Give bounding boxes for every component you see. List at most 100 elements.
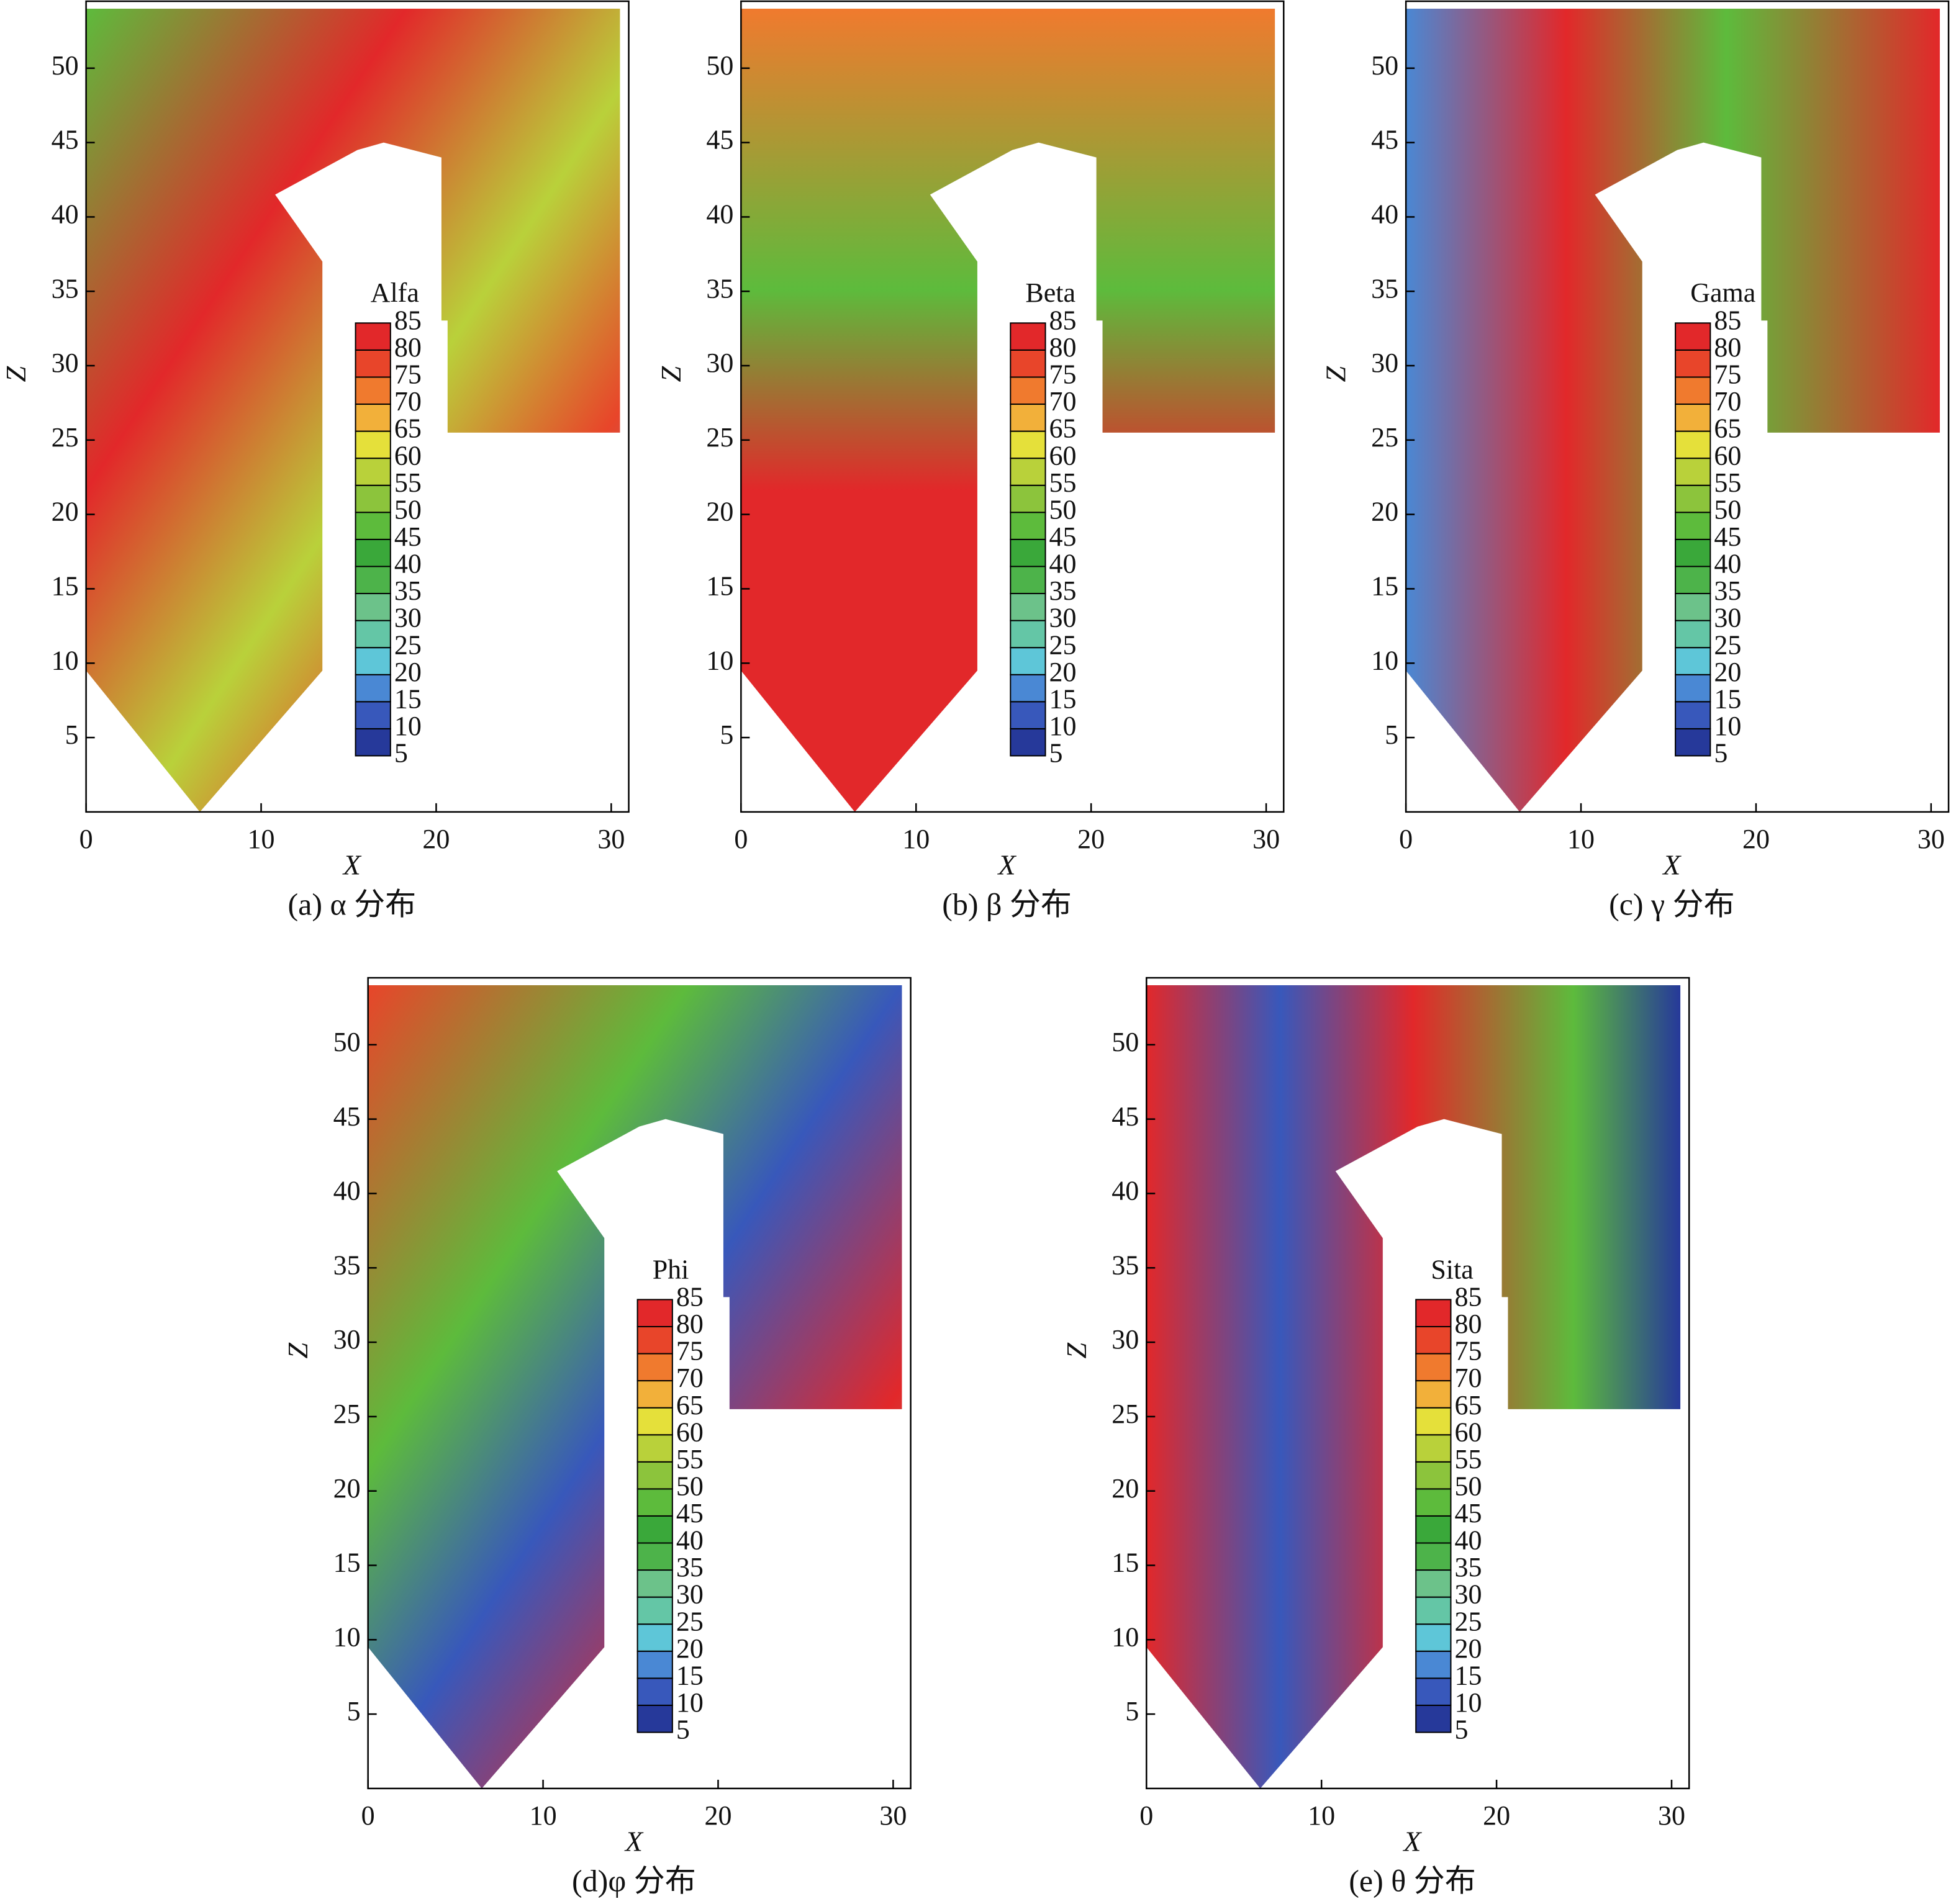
y-tick-label: 5 (65, 720, 79, 750)
colorbar-label: 75 (394, 359, 422, 390)
colorbar-label: 50 (1454, 1471, 1482, 1501)
x-tick-label: 0 (79, 824, 93, 854)
y-tick-label: 20 (706, 497, 733, 527)
x-axis-label: X (1662, 849, 1682, 880)
colorbar-box (636, 1461, 673, 1490)
colorbar-label: 70 (1049, 386, 1077, 417)
colorbar-label: 50 (1714, 494, 1741, 525)
x-tick-label: 0 (1139, 1800, 1153, 1831)
colorbar-box (1415, 1353, 1452, 1382)
colorbar-box (1010, 701, 1046, 729)
y-tick-label: 50 (706, 50, 733, 81)
colorbar-box (1675, 593, 1711, 621)
colorbar-label: 70 (676, 1363, 704, 1393)
colorbar-box (1010, 512, 1046, 540)
colorbar-label: 75 (676, 1336, 704, 1366)
colorbar-box (1675, 458, 1711, 486)
colorbar-box (636, 1434, 673, 1463)
colorbar-label: 35 (1454, 1552, 1482, 1582)
x-tick-label: 0 (361, 1800, 375, 1831)
colorbar-box (1010, 647, 1046, 675)
plot-frame (740, 0, 1285, 813)
y-axis-label: Z (1061, 1343, 1092, 1359)
colorbar-box (636, 1299, 673, 1327)
colorbar-label: 35 (1049, 575, 1077, 606)
colorbar-label: 10 (676, 1687, 704, 1718)
x-axis-label: X (1402, 1825, 1422, 1857)
field (1406, 8, 1940, 812)
colorbar-label: 55 (394, 467, 422, 498)
colorbar-box (636, 1596, 673, 1625)
colorbar-title: Phi (653, 1254, 689, 1284)
colorbar-box (355, 512, 391, 540)
y-tick-label: 5 (1385, 720, 1398, 750)
y-tick-label: 25 (706, 422, 733, 453)
y-tick-label: 40 (706, 199, 733, 230)
colorbar-box (1675, 728, 1711, 757)
colorbar-box (1415, 1704, 1452, 1733)
x-tick-label: 10 (248, 824, 275, 854)
colorbar-box (1415, 1461, 1452, 1490)
colorbar-label: 5 (676, 1715, 690, 1745)
colorbar-label: 45 (394, 521, 422, 552)
x-tick-label: 30 (1918, 824, 1945, 854)
colorbar-label: 30 (1454, 1579, 1482, 1610)
colorbar-label: 15 (676, 1660, 704, 1690)
colorbar-box (355, 674, 391, 703)
caption: (d)φ 分布 (572, 1863, 696, 1898)
colorbar-box (1675, 538, 1711, 567)
y-tick-label: 40 (333, 1176, 361, 1206)
y-tick-label: 20 (333, 1473, 361, 1504)
y-tick-label: 10 (706, 645, 733, 675)
colorbar-box (1675, 512, 1711, 540)
caption: (c) γ 分布 (1609, 887, 1735, 921)
y-tick-label: 45 (706, 125, 733, 155)
colorbar-label: 85 (394, 305, 422, 335)
colorbar-label: 80 (676, 1309, 704, 1339)
colorbar-box (1010, 322, 1046, 351)
colorbar-label: 65 (1714, 413, 1741, 444)
colorbar-box (355, 538, 391, 567)
colorbar-label: 50 (676, 1471, 704, 1501)
x-tick-label: 10 (1567, 824, 1595, 854)
y-tick-label: 10 (333, 1622, 361, 1652)
y-tick-label: 15 (333, 1548, 361, 1578)
colorbar-box (1415, 1542, 1452, 1571)
colorbar-box (355, 322, 391, 351)
plot-frame (85, 0, 630, 813)
y-tick-label: 45 (1112, 1101, 1139, 1132)
colorbar-label: 40 (676, 1525, 704, 1556)
x-tick-label: 20 (1077, 824, 1105, 854)
colorbar-box (636, 1542, 673, 1571)
colorbar-title: Gama (1690, 277, 1755, 308)
colorbar-label: 35 (1714, 575, 1741, 606)
colorbar-label: 80 (394, 332, 422, 363)
colorbar-box (1010, 674, 1046, 703)
colorbar-label: 75 (1454, 1336, 1482, 1366)
colorbar-box (355, 620, 391, 649)
plot-frame (1146, 977, 1690, 1790)
colorbar-label: 10 (1454, 1687, 1482, 1718)
field (1146, 985, 1681, 1789)
colorbar-box (1415, 1677, 1452, 1706)
y-tick-label: 35 (1112, 1250, 1139, 1280)
colorbar-label: 15 (1049, 684, 1077, 714)
colorbar-box (1010, 484, 1046, 513)
y-tick-label: 20 (1112, 1473, 1139, 1504)
colorbar-box (1010, 376, 1046, 405)
y-axis-label: Z (0, 366, 32, 382)
x-axis-label: X (997, 849, 1017, 880)
colorbar-label: 25 (394, 629, 422, 660)
y-tick-label: 30 (1371, 348, 1398, 378)
colorbar-label: 35 (676, 1552, 704, 1582)
colorbar-label: 40 (1049, 549, 1077, 579)
y-tick-label: 20 (1371, 497, 1398, 527)
colorbar-box (1675, 349, 1711, 378)
y-tick-label: 50 (52, 50, 79, 81)
colorbar-box (355, 458, 391, 486)
colorbar-title: Sita (1431, 1254, 1473, 1284)
colorbar-box (636, 1569, 673, 1598)
